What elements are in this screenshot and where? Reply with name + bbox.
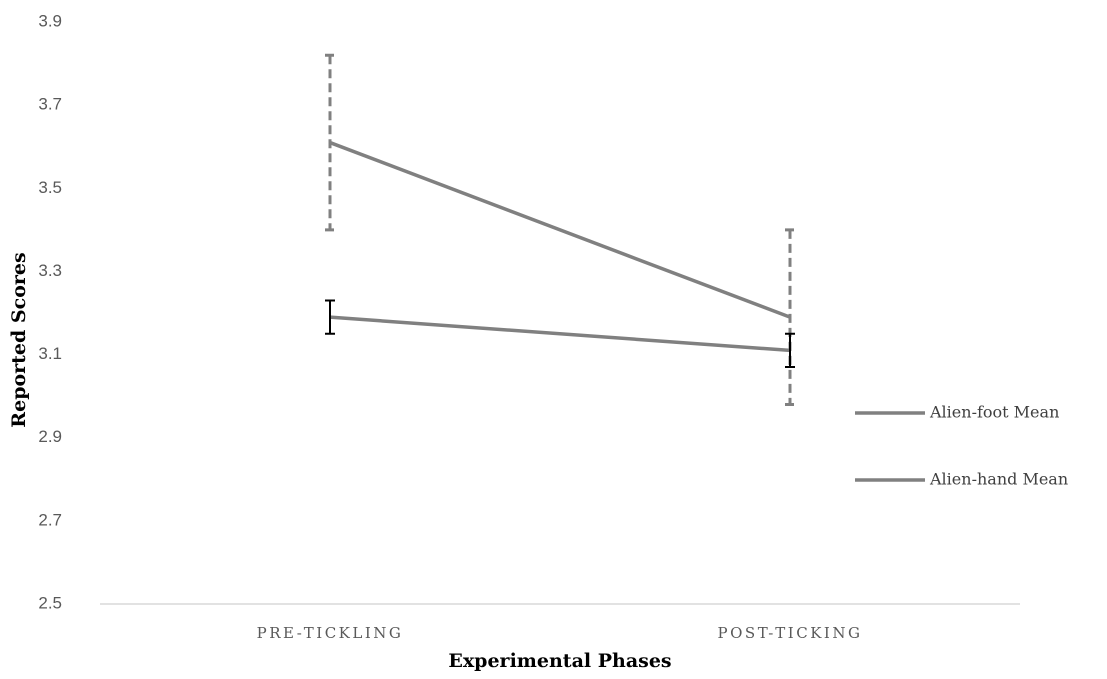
y-tick-label: 2.9 [38,427,62,446]
series-line [329,315,791,353]
y-tick-label: 3.9 [38,11,62,30]
y-tick-label: 2.7 [38,510,62,529]
error-bar [785,228,795,406]
y-axis-title: Reported Scores [8,252,30,427]
x-axis-title: Experimental Phases [448,650,671,672]
legend-label: Alien-foot Mean [929,403,1059,422]
y-tick-label: 3.5 [38,178,62,197]
y-tick-label: 2.5 [38,593,62,612]
series-line [329,140,791,319]
error-bar [325,53,335,232]
y-tick-label: 3.7 [38,95,62,114]
x-tick-label: POST-TICKING [718,624,863,642]
y-tick-label: 3.1 [38,344,62,363]
x-tick-label: PRE-TICKLING [257,624,404,642]
error-bar [785,332,795,369]
error-bar [325,299,335,335]
y-tick-label: 3.3 [38,261,62,280]
legend-label: Alien-hand Mean [929,470,1068,489]
